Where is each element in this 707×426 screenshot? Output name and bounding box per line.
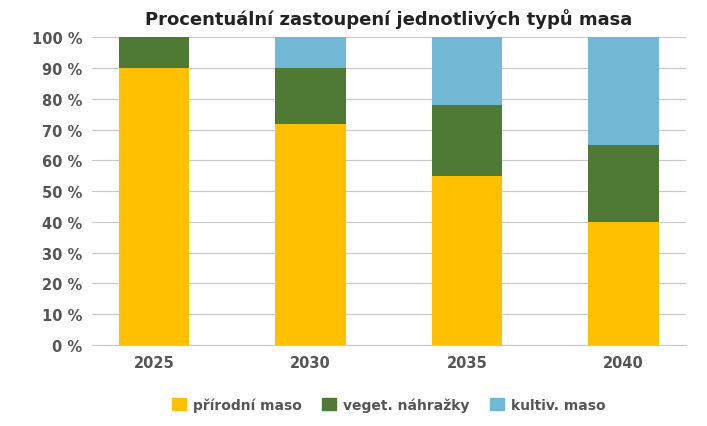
Bar (432, 38, 502, 106)
Legend: přírodní maso, veget. náhražky, kultiv. maso: přírodní maso, veget. náhražky, kultiv. … (166, 392, 612, 417)
Bar (432, 106, 502, 176)
Title: Procentuální zastoupení jednotlivých typů masa: Procentuální zastoupení jednotlivých typ… (145, 9, 633, 29)
Bar (276, 38, 346, 69)
Bar (588, 222, 659, 345)
Bar (588, 146, 659, 222)
Bar (119, 38, 189, 69)
Bar (432, 176, 502, 345)
Bar (588, 38, 659, 146)
Bar (276, 124, 346, 345)
Bar (119, 69, 189, 345)
Bar (276, 69, 346, 124)
